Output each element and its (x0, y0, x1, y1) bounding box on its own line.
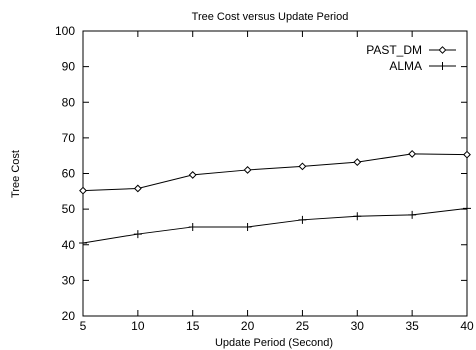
series-line-past_dm (82, 153, 468, 192)
y-tick-label: 20 (62, 309, 76, 323)
legend-marker (438, 46, 447, 54)
data-point-past_dm (133, 184, 142, 193)
series-line-alma (82, 207, 468, 244)
x-axis-label: Update Period (Second) (215, 337, 333, 349)
legend: PAST_DM ALMA (366, 43, 456, 73)
x-tick-label: 10 (131, 319, 145, 333)
legend-label: PAST_DM (366, 43, 422, 57)
data-point-alma (188, 222, 197, 231)
data-point-alma (298, 215, 307, 224)
x-tick-label: 25 (296, 319, 310, 333)
data-point-past_dm (353, 158, 362, 167)
y-tick-label: 50 (62, 202, 76, 216)
data-point-alma (353, 212, 362, 221)
x-tick-label: 30 (351, 319, 365, 333)
x-tick-label: 20 (241, 319, 255, 333)
legend-marker (438, 62, 447, 70)
y-tick-label: 30 (62, 273, 76, 287)
data-point-past_dm (243, 166, 252, 174)
y-tick-label: 90 (62, 60, 76, 74)
data-point-past_dm (79, 186, 87, 195)
data-point-past_dm (188, 171, 197, 179)
data-point-alma (408, 210, 417, 219)
data-point-alma (463, 204, 471, 213)
chart-title: Tree Cost versus Update Period (192, 11, 349, 23)
y-tick-label: 70 (62, 131, 76, 145)
plot-area-frame (82, 30, 468, 317)
legend-label: ALMA (389, 59, 422, 73)
x-tick-label: 5 (80, 319, 87, 333)
data-point-past_dm (408, 149, 417, 158)
axis-ticks: 20 30 40 50 60 70 80 90 100 5 10 15 20 25 30 35 40 (55, 24, 474, 333)
data-point-past_dm (463, 150, 471, 159)
y-axis-label: Tree Cost (10, 150, 22, 198)
data-point-alma (243, 222, 252, 231)
x-tick-label: 15 (186, 319, 200, 333)
x-tick-label: 40 (460, 319, 474, 333)
y-tick-label: 60 (62, 167, 76, 181)
data-point-alma (133, 230, 142, 239)
x-tick-label: 35 (405, 319, 419, 333)
series-layer (79, 149, 471, 247)
data-point-alma (79, 238, 87, 247)
y-tick-label: 40 (62, 238, 76, 252)
y-tick-label: 100 (55, 24, 75, 38)
y-tick-label: 80 (62, 95, 76, 109)
data-point-past_dm (298, 162, 307, 171)
